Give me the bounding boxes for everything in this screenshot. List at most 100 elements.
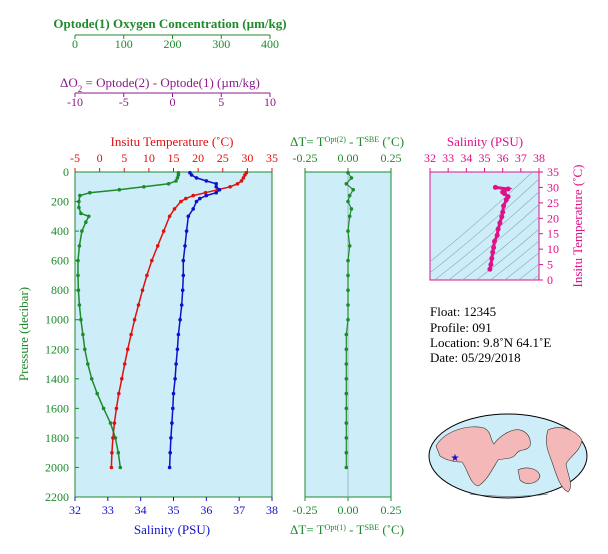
ts-point [490,249,496,255]
salinity-point [194,199,199,204]
ts-top-tick-label: 37 [515,151,527,165]
salinity-point [178,317,182,322]
oxygen-point [176,173,181,177]
world-map: ★ [428,413,588,499]
delta-t-top-tick-label: 0.25 [381,151,402,165]
float-id: Float: 12345 [430,304,497,319]
salinity-axis-ticks: 32 33 34 35 36 37 38 [69,497,278,517]
delta-t-top-label: ΔT= TOpt(2) - TSBE (˚C) [290,134,404,149]
oxygen-point [108,421,113,425]
salinity-tick-label: 32 [69,503,81,517]
ts-point [492,238,497,244]
profile-number: Profile: 091 [430,320,492,335]
ts-point [489,255,495,261]
delta-t-point [344,421,349,425]
salinity-tick-label: 35 [168,503,180,517]
salinity-point [175,347,180,352]
oxygen-point [113,436,118,440]
delta-t-point [349,176,354,180]
ts-right-tick-label: 5 [547,258,553,272]
delta-t-point [351,187,356,192]
oxygen-axis-label: Optode(1) Oxygen Concentration (µm/kg) [53,16,286,31]
salinity-point [204,193,209,198]
temperature-point [228,185,232,189]
salinity-point [174,362,178,366]
ts-point [492,184,498,190]
delta-t-point [346,170,350,175]
do2-tick-label: 0 [170,95,176,109]
ts-point [499,214,505,220]
delta-t-point [346,317,350,322]
temperature-point [117,391,121,396]
salinity-point [194,176,199,180]
map-land-americas [546,427,583,493]
delta-t-bottom-ticks: -0.25 0.00 0.25 [293,497,402,517]
pressure-axis-ticks: 0 200 400 600 800 1000 1200 1400 1600 1800 2000 220… [45,165,79,504]
pressure-tick-label: 1000 [45,313,69,327]
temperature-tick-label: -5 [70,151,80,165]
salinity-point [214,182,218,186]
temperature-point [239,179,244,183]
delta-t-point [344,465,349,470]
salinity-point [214,185,218,189]
salinity-point [169,436,173,440]
delta-t-point [346,229,350,233]
delta-t-bottom-tick-label: 0.25 [381,503,402,517]
ts-top-tick-label: 32 [424,151,436,165]
oxygen-point [76,273,80,278]
ts-point [497,220,503,226]
do2-tick-label: -10 [67,95,83,109]
oxygen-point [89,377,94,381]
oxygen-point [77,303,82,307]
delta-t-point [344,377,349,381]
ts-top-tick-label: 38 [533,151,545,165]
salinity-point [171,391,176,396]
ts-point [491,245,497,251]
delta-t-point [346,303,350,307]
temperature-point [140,288,145,293]
salinity-point [180,288,185,293]
oxygen-point [116,450,121,455]
ts-top-tick-label: 35 [479,151,491,165]
ts-right-tick-label: 15 [547,227,559,241]
delta-t-bottom-tick-label: -0.25 [293,503,318,517]
delta-t-point [344,406,349,411]
oxygen-tick-label: 100 [115,37,133,51]
ts-point [505,186,511,192]
ts-right-tick-label: 20 [547,211,559,225]
pressure-tick-label: 2000 [45,460,69,474]
ts-contour [518,263,539,280]
do2-tick-label: 10 [264,95,276,109]
oxygen-point [83,347,87,352]
temperature-point [155,244,160,248]
temperature-tick-label: 0 [97,151,103,165]
salinity-point [191,207,195,211]
temperature-tick-label: 35 [266,151,278,165]
temperature-point [136,303,141,307]
delta-t-point [344,332,349,337]
oxygen-point [76,288,81,293]
salinity-point [217,187,222,192]
ts-right-tick-label: 0 [547,273,553,287]
oxygen-point [88,190,92,195]
oxygen-point [118,465,123,470]
salinity-tick-label: 37 [233,503,245,517]
temperature-tick-label: 25 [217,151,229,165]
temperature-point [203,190,208,195]
delta-t-point [346,273,350,278]
ts-density-contours [430,172,539,280]
ts-contour [462,216,539,280]
delta-t-point [344,347,349,352]
ts-contour [430,172,533,263]
salinity-tick-label: 34 [135,503,147,517]
salinity-point [167,465,172,470]
float-location-marker: ★ [451,453,460,464]
temperature-tick-label: 20 [192,151,204,165]
delta-t-bottom-label: ΔT= TOpt(1) - TSBE (˚C) [290,522,404,537]
ts-point [487,266,493,272]
delta-t-point [346,258,350,263]
pressure-axis-label: Pressure (decibar) [16,287,31,381]
temperature-point [235,182,240,186]
temperature-point [241,176,246,180]
temperature-point [111,436,115,440]
